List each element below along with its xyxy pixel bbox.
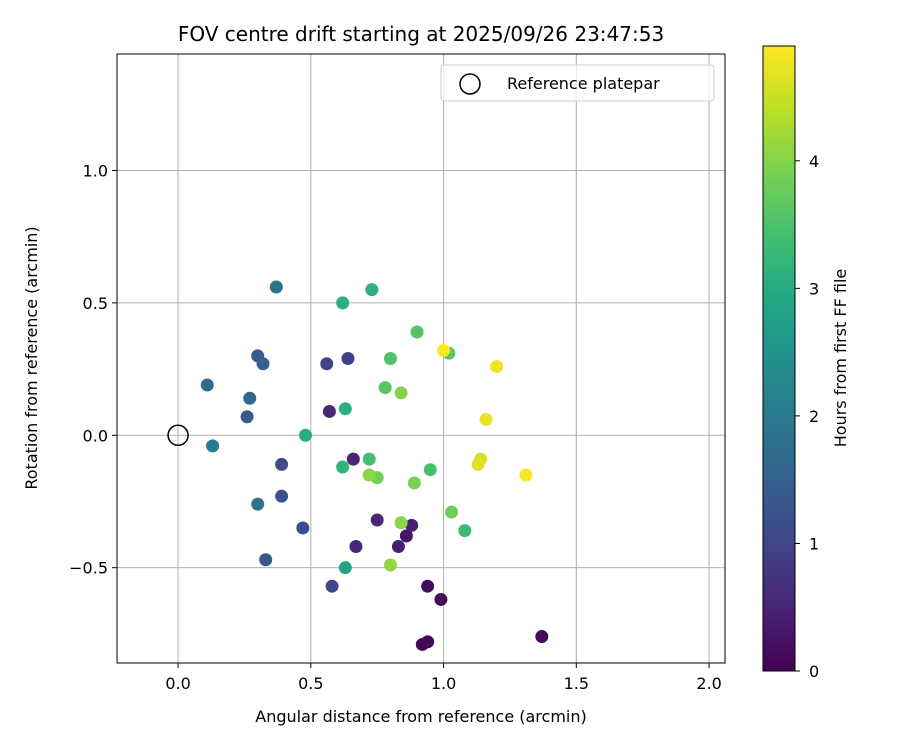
scatter-point: [407, 476, 421, 490]
scatter-point: [490, 359, 504, 373]
scatter-point: [338, 561, 352, 575]
chart-title: FOV centre drift starting at 2025/09/26 …: [178, 22, 664, 46]
scatter-point: [378, 381, 392, 395]
colorbar-ticks: 0 1 2 3 4: [795, 152, 819, 681]
scatter-point: [240, 410, 254, 424]
grid-lines: [117, 54, 725, 663]
scatter-point: [471, 457, 485, 471]
scatter-point: [399, 529, 413, 543]
colorbar-gradient: [762, 45, 796, 672]
colorbar-tick-label: 0: [809, 662, 819, 681]
scatter-point: [336, 460, 350, 474]
scatter-point: [421, 635, 435, 649]
scatter-point: [365, 283, 379, 297]
scatter-point: [362, 452, 376, 466]
scatter-point: [299, 428, 313, 442]
colorbar-label: Hours from first FF file: [831, 269, 850, 448]
scatter-point: [370, 513, 384, 527]
scatter-points: [200, 280, 549, 651]
y-tick-label: 1.0: [83, 162, 108, 181]
y-axis-label: Rotation from reference (arcmin): [22, 226, 41, 489]
legend-entry-label: Reference platepar: [507, 74, 660, 93]
scatter-point: [325, 579, 339, 593]
scatter-point: [200, 378, 214, 392]
x-tick-label: 1.0: [431, 674, 456, 693]
scatter-point: [275, 489, 289, 503]
legend: Reference platepar: [440, 64, 715, 102]
scatter-point: [391, 539, 405, 553]
plot-frame: [116, 53, 726, 664]
colorbar-tick-label: 4: [809, 152, 819, 171]
scatter-point: [346, 452, 360, 466]
scatter-point: [410, 325, 424, 339]
scatter-point: [341, 352, 355, 365]
colorbar-tick-label: 2: [809, 407, 819, 426]
scatter-point: [206, 439, 220, 453]
reference-point: [167, 424, 189, 447]
legend-box: [440, 64, 715, 102]
scatter-point: [423, 463, 437, 477]
scatter-point: [362, 468, 376, 482]
x-tick-label: 0.0: [165, 674, 190, 693]
scatter-point: [259, 553, 273, 567]
scatter-point: [394, 386, 408, 400]
scatter-point: [421, 579, 435, 593]
scatter-point: [256, 357, 270, 371]
scatter-point: [338, 402, 352, 416]
x-axis-label: Angular distance from reference (arcmin): [255, 707, 586, 726]
x-tick-label: 1.5: [564, 674, 589, 693]
scatter-point: [349, 539, 363, 553]
scatter-point: [479, 412, 493, 426]
legend-reference-marker: [459, 73, 481, 95]
scatter-point: [275, 457, 289, 471]
x-tick-label: 2.0: [696, 674, 721, 693]
scatter-point: [322, 404, 336, 418]
scatter-point: [243, 391, 257, 405]
scatter-point: [383, 558, 397, 572]
scatter-point: [445, 505, 459, 519]
scatter-point: [519, 468, 533, 482]
colorbar-tick-label: 3: [809, 279, 819, 298]
scatter-point: [394, 516, 408, 530]
scatter-point: [437, 344, 451, 358]
y-tick-label: 0.0: [83, 426, 108, 445]
colorbar: 0 1 2 3 4 Hours from first FF file: [762, 45, 850, 681]
x-axis-ticks: 0.0 0.5 1.0 1.5 2.0: [165, 663, 722, 693]
scatter-point: [458, 524, 472, 538]
y-axis-ticks: −0.5 0.0 0.5 1.0: [69, 162, 117, 578]
scatter-point: [434, 592, 448, 606]
scatter-point: [320, 357, 334, 371]
scatter-point: [383, 352, 397, 365]
y-tick-label: −0.5: [69, 559, 108, 578]
scatter-point: [405, 518, 419, 532]
scatter-point: [535, 630, 549, 644]
scatter-point: [251, 497, 265, 511]
x-tick-label: 0.5: [298, 674, 323, 693]
colorbar-tick-label: 1: [809, 534, 819, 553]
scatter-point: [269, 280, 283, 294]
scatter-point: [296, 521, 310, 535]
y-tick-label: 0.5: [83, 294, 108, 313]
scatter-point: [336, 296, 350, 310]
